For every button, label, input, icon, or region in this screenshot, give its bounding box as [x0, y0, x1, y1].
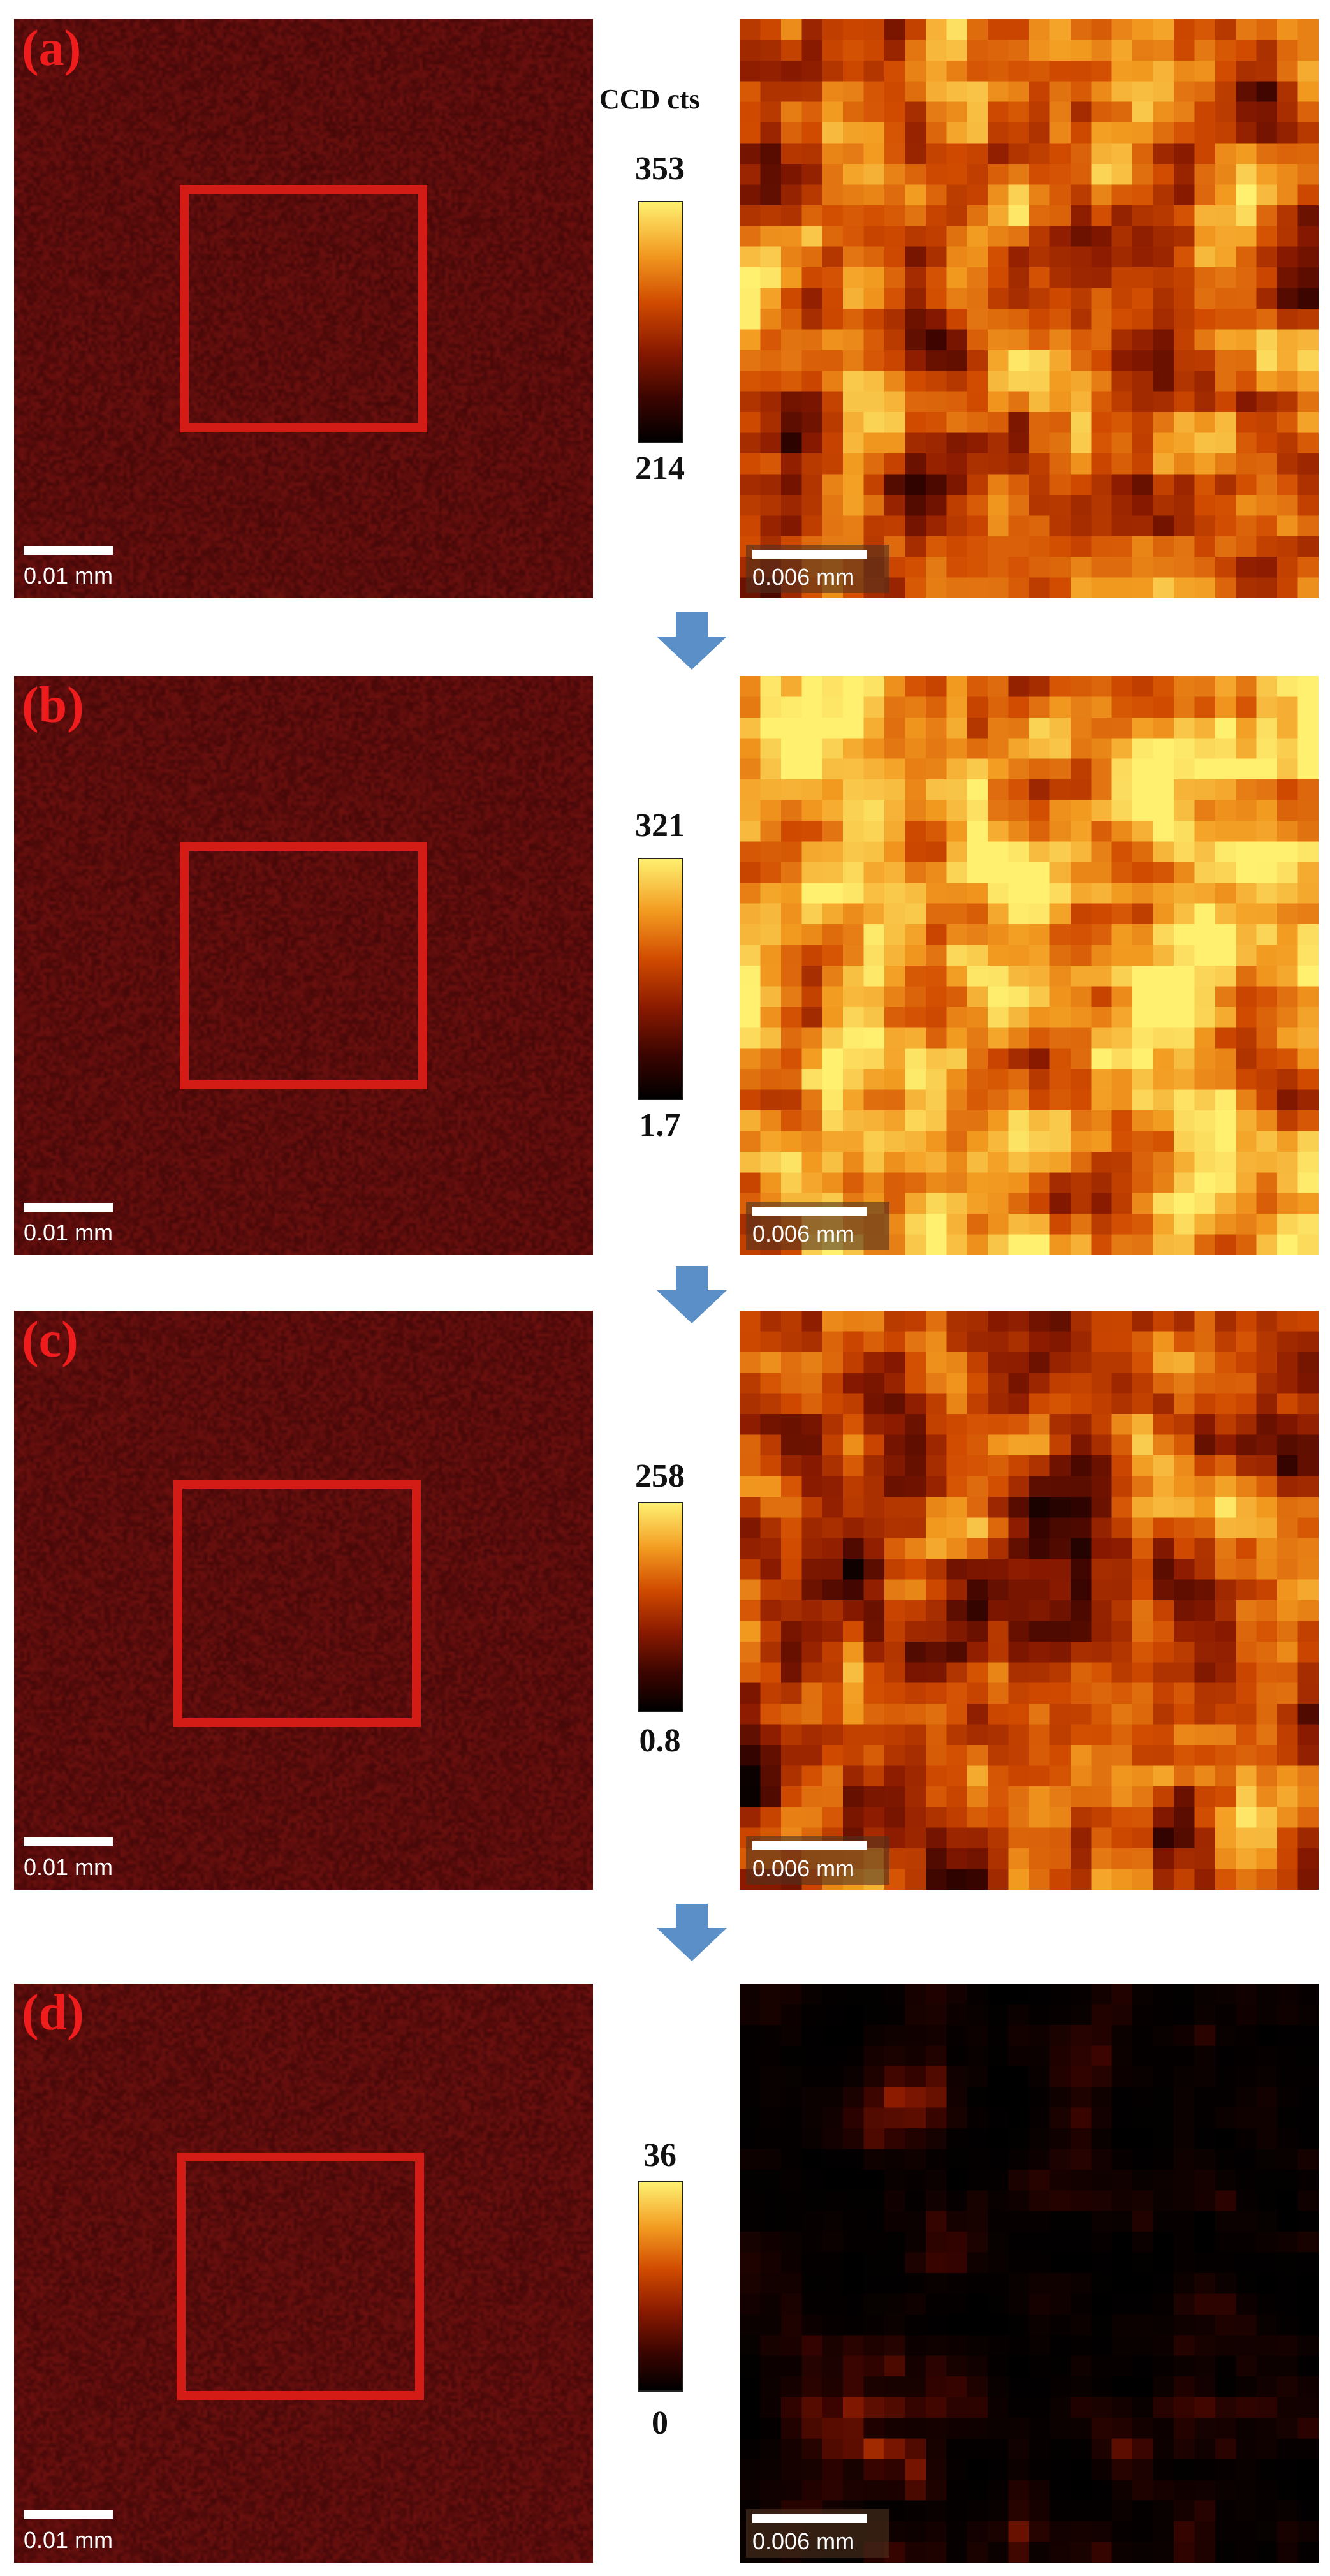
- colorbar-max-a: 353: [635, 151, 685, 187]
- scalebar-left-d: 0.01 mm: [24, 2510, 132, 2555]
- colorbar-min-c: 0.8: [639, 1723, 681, 1759]
- scalebar-text: 0.01 mm: [24, 563, 113, 589]
- arrow-down-icon: [657, 612, 727, 670]
- panel-label-c: (c): [22, 1312, 78, 1368]
- scalebar-right-b: 0.006 mm: [746, 1202, 889, 1250]
- left-map-b-image: [14, 676, 593, 1255]
- scalebar-right-a: 0.006 mm: [746, 545, 889, 593]
- scalebar-text: 0.01 mm: [24, 2527, 113, 2553]
- colorbar-unit-label: CCD cts: [599, 84, 700, 115]
- scalebar-text: 0.006 mm: [752, 2528, 855, 2554]
- scalebar-text: 0.01 mm: [24, 1219, 113, 1246]
- scalebar-line: [24, 546, 113, 555]
- scalebar-right-c: 0.006 mm: [746, 1836, 889, 1885]
- scalebar-line: [24, 2510, 113, 2519]
- panel-label-d: (d): [22, 1985, 84, 2041]
- roi-box-a: [180, 185, 427, 432]
- row-b: (b) 0.01 mm 321 1.7 0.006 mm: [0, 676, 1330, 1256]
- roi-box-d: [177, 2153, 424, 2400]
- colorbar-b: [638, 858, 683, 1100]
- scalebar-text: 0.006 mm: [752, 1855, 855, 1881]
- colorbar-max-c: 258: [635, 1458, 685, 1494]
- scalebar-text: 0.006 mm: [752, 564, 855, 590]
- colorbar-min-b: 1.7: [639, 1107, 681, 1144]
- scalebar-left-c: 0.01 mm: [24, 1837, 132, 1882]
- panel-label-a: (a): [22, 20, 82, 77]
- left-map-d-image: [14, 1984, 593, 2563]
- colorbar-c: [638, 1502, 683, 1712]
- row-d: (d) 0.01 mm 36 0 0.006 mm: [0, 1984, 1330, 2564]
- row-c: (c) 0.01 mm 258 0.8 0.006 mm: [0, 1311, 1330, 1891]
- scalebar-line: [24, 1203, 113, 1212]
- scalebar-left-b: 0.01 mm: [24, 1203, 132, 1248]
- colorbar-min-d: 0: [652, 2405, 668, 2441]
- left-map-c-image: [14, 1311, 593, 1890]
- arrow-down-icon: [657, 1266, 727, 1323]
- panel-label-b: (b): [22, 677, 84, 733]
- right-map-b-image: [740, 676, 1319, 1255]
- roi-box-b: [180, 842, 427, 1089]
- left-map-a: (a) 0.01 mm: [14, 19, 593, 598]
- scalebar-text: 0.006 mm: [752, 1221, 855, 1247]
- right-map-a-image: [740, 19, 1319, 598]
- scalebar-left-a: 0.01 mm: [24, 546, 132, 591]
- right-map-d: 0.006 mm: [740, 1984, 1319, 2563]
- colorbar-max-d: 36: [643, 2137, 676, 2174]
- scalebar-right-d: 0.006 mm: [746, 2509, 889, 2558]
- arrow-down-icon: [657, 1904, 727, 1961]
- right-map-b: 0.006 mm: [740, 676, 1319, 1255]
- row-a: (a) 0.01 mm 353 214 0.006 mm: [0, 19, 1330, 600]
- right-map-c: 0.006 mm: [740, 1311, 1319, 1890]
- right-map-a: 0.006 mm: [740, 19, 1319, 598]
- colorbar-a: [638, 201, 683, 443]
- left-map-c: (c) 0.01 mm: [14, 1311, 593, 1890]
- right-map-d-image: [740, 1984, 1319, 2563]
- roi-box-c: [173, 1480, 421, 1727]
- scalebar-line: [752, 550, 867, 559]
- right-map-c-image: [740, 1311, 1319, 1890]
- scalebar-line: [752, 2514, 867, 2523]
- colorbar-d: [638, 2181, 683, 2392]
- scalebar-line: [24, 1837, 113, 1846]
- scalebar-line: [752, 1207, 867, 1216]
- colorbar-min-a: 214: [635, 450, 685, 487]
- left-map-d: (d) 0.01 mm: [14, 1984, 593, 2563]
- colorbar-max-b: 321: [635, 807, 685, 844]
- left-map-a-image: [14, 19, 593, 598]
- scalebar-text: 0.01 mm: [24, 1854, 113, 1880]
- scalebar-line: [752, 1841, 867, 1850]
- left-map-b: (b) 0.01 mm: [14, 676, 593, 1255]
